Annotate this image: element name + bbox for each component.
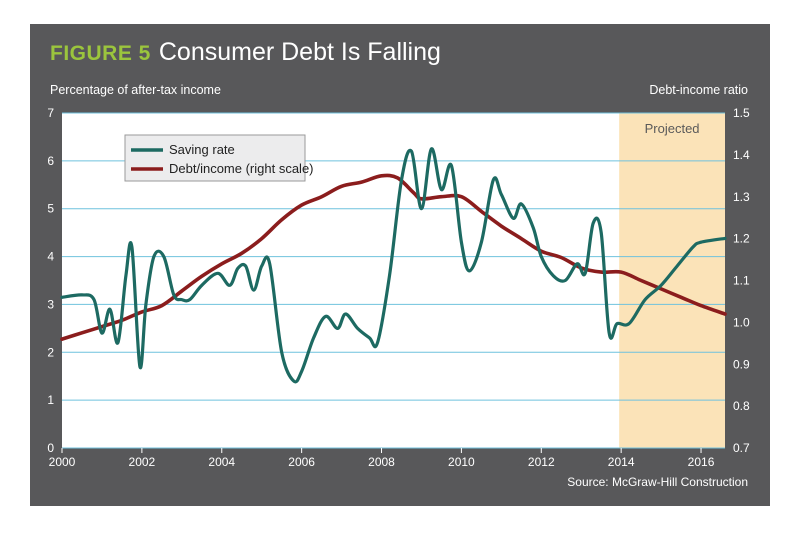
x-tick-label: 2006 [288,455,315,469]
left-axis-title: Percentage of after-tax income [50,83,221,97]
x-tick-label: 2008 [368,455,395,469]
y-right-tick-label: 1.4 [733,148,750,162]
y-right-tick-label: 1.0 [733,315,750,329]
legend-box [124,134,306,182]
legend-label-saving-rate: Saving rate [169,142,235,157]
y-right-tick-label: 0.9 [733,357,750,371]
series-layer [60,147,727,384]
y-tick-label: 3 [47,297,54,311]
right-axis-ticks: 0.7 0.8 0.9 1.0 1.1 1.2 1.3 1.4 1.5 [733,106,750,455]
projected-label: Projected [645,121,700,136]
legend: Saving rate Debt/income (right scale) [124,134,314,182]
x-tick-label: 2010 [448,455,475,469]
source-note: Source: McGraw-Hill Construction [567,475,748,489]
y-right-tick-label: 0.7 [733,441,750,455]
x-axis-ticks: 2000 2002 2004 2006 2008 2010 2012 2014 2016 [49,448,715,469]
y-right-tick-label: 1.5 [733,106,750,120]
y-right-tick-label: 0.8 [733,399,750,413]
y-tick-label: 6 [47,154,54,168]
x-tick-label: 2016 [688,455,715,469]
y-tick-label: 7 [47,106,54,120]
figure-label: FIGURE 5 [50,42,151,65]
series-line-debt-income [60,173,727,341]
x-tick-label: 2000 [49,455,76,469]
y-tick-label: 2 [47,345,54,359]
x-tick-label: 2004 [208,455,235,469]
left-axis-ticks: 0 1 2 3 4 5 6 7 [47,106,54,455]
y-right-tick-label: 1.3 [733,190,750,204]
figure-heading: Consumer Debt Is Falling [158,38,441,66]
legend-label-debt-income: Debt/income (right scale) [169,161,314,176]
y-tick-label: 4 [47,250,54,264]
series-line-saving-rate [60,147,727,384]
figure-title: FIGURE 5 Consumer Debt Is Falling [50,38,441,67]
y-right-tick-label: 1.2 [733,232,750,246]
y-right-tick-label: 1.1 [733,274,750,288]
x-tick-label: 2002 [129,455,156,469]
projected-band [619,113,725,448]
y-tick-label: 0 [47,441,54,455]
y-tick-label: 5 [47,202,54,216]
x-tick-label: 2012 [528,455,555,469]
y-tick-label: 1 [47,393,54,407]
right-axis-title: Debt-income ratio [649,83,748,97]
x-tick-label: 2014 [608,455,635,469]
